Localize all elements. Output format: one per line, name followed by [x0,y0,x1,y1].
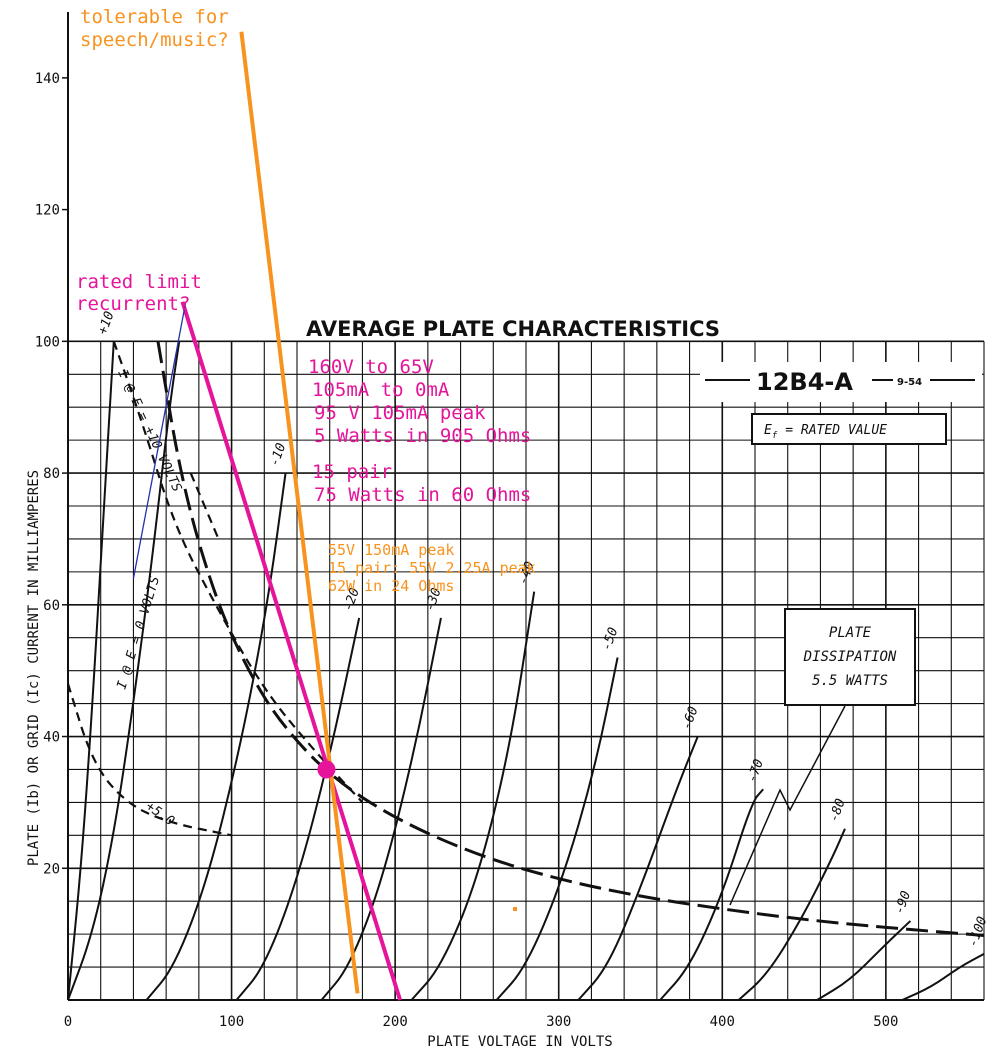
plate-curve [410,591,536,1001]
plate-curve-label: -10 [267,441,289,468]
grid-curve-label-5: +5.0 [143,799,177,829]
plate-curve-label: -50 [599,626,621,653]
plate-curve-label: -100 [966,915,991,950]
heater-rest: = RATED VALUE [785,423,887,438]
blue-trace-line [132,301,187,579]
orange-load-line [239,31,360,994]
chart-title: AVERAGE PLATE CHARACTERISTICS [306,317,720,341]
grid-current-curve [112,340,364,804]
x-tick-label: 200 [382,1014,407,1030]
grid [67,12,986,1001]
tube-id-box: 12B4-A 9-54 [700,362,982,402]
top-blank-area [70,12,986,341]
plate-curve [737,828,846,1001]
date-code: 9-54 [897,377,922,388]
orange-note-2: 15 pair: 55V 2.25A peak [328,559,536,577]
y-tick-label: 60 [43,598,60,614]
plate-curve [901,953,985,1001]
orange-note-1: 55V 150mA peak [328,541,454,559]
pink-title-line-2: recurrent? [76,293,190,315]
plate-curve [67,341,181,1001]
x-tick-label: 400 [710,1014,735,1030]
dissipation-line-1: PLATE [829,625,872,641]
grid-current-curve [66,683,232,837]
tube-type: 12B4-A [756,368,853,396]
operating-point [317,760,336,779]
plate-curve-label: -70 [745,757,767,784]
grid-current-curve [189,472,220,540]
plate-curve [320,617,442,1001]
heater-sub: f [772,431,778,441]
ticks: 20 40 60 80 100 120 140 0 100 200 300 400 500 [35,71,899,1030]
y-tick-label: 100 [35,334,60,350]
plate-curve [67,341,115,1001]
svg-text:Ef= RATED VALUE: Ef = RATED VALUE [764,423,887,441]
plate-curve-label: -80 [827,797,849,824]
pink-note-4: 5 Watts in 905 Ohms [314,425,531,447]
y-tick-label: 80 [43,466,60,482]
y-tick-label: 120 [35,203,60,219]
dissipation-line-2: DISSIPATION [803,649,897,665]
x-tick-label: 100 [219,1014,244,1030]
orange-dot [513,907,517,911]
plate-curve [495,657,619,1001]
pink-note-6: 75 Watts in 60 Ohms [314,484,531,506]
plate-curve-label: -90 [892,889,914,916]
y-tick-label: 140 [35,71,60,87]
plate-curve [659,788,764,1001]
x-tick-label: 300 [546,1014,571,1030]
dissipation-line-3: 5.5 WATTS [812,673,888,689]
plate-curve-label: -60 [679,705,701,732]
dissipation-curve [156,341,985,937]
y-tick-label: 20 [43,861,60,877]
y-tick-label: 40 [43,730,60,746]
annotations-overlay [132,31,517,1001]
x-axis-title: PLATE VOLTAGE IN VOLTS [427,1034,612,1050]
pink-load-line [180,301,402,1001]
orange-title-line-2: speech/music? [80,29,229,51]
orange-title-line-1: tolerable for [80,6,229,28]
heater-note-box: Ef = RATED VALUE [751,413,947,445]
dissipation-box: PLATE DISSIPATION 5.5 WATTS [784,608,916,706]
x-tick-label: 500 [873,1014,898,1030]
orange-note-3: 62W in 24 Ohms [328,577,454,595]
heater-symbol: E [764,423,772,438]
pink-note-1: 160V to 65V [308,356,434,378]
y-axis-title: PLATE (Ib) OR GRID (Ic) CURRENT IN MILLI… [26,470,42,866]
plate-curve [816,920,912,1001]
dissipation-leader [729,705,846,906]
pink-title-line-1: rated limit [76,271,202,293]
pink-note-2: 105mA to 0mA [312,379,450,401]
x-tick-label: 0 [64,1014,72,1030]
orange-annotations: tolerable for speech/music? 55V 150mA pe… [80,6,536,595]
pink-note-5: 15 pair [312,461,392,483]
pink-annotations: rated limit recurrent? 160V to 65V 105mA… [76,271,531,506]
zero-bias-label: I @ E = 0 VOLTS [114,574,163,691]
pink-note-3: 95 V 105mA peak [314,402,486,424]
plate-curve [577,736,699,1001]
